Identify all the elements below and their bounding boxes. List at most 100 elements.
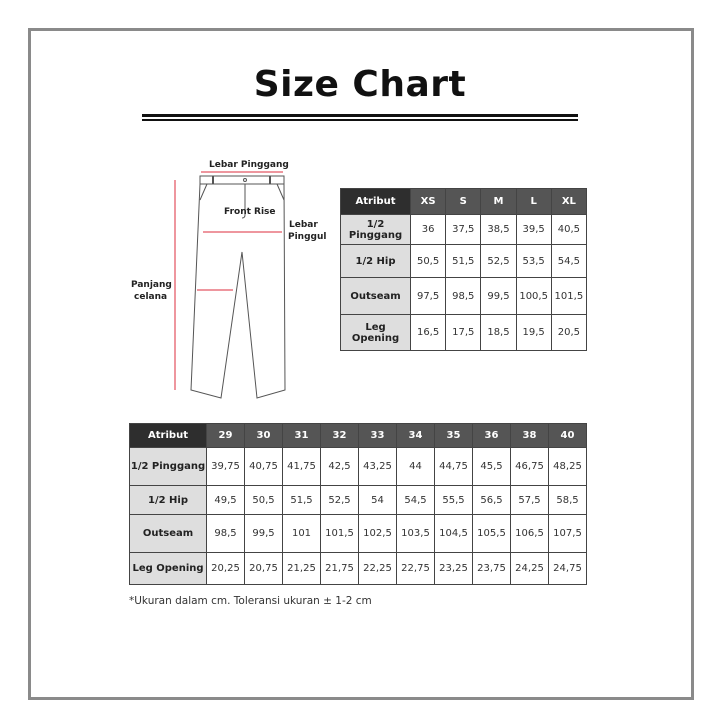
row-label: 1/2 Hip	[340, 244, 411, 278]
page-title: Size Chart	[253, 64, 467, 105]
value-cell: 23,25	[434, 552, 473, 585]
row-label: Outseam	[129, 514, 207, 553]
value-cell: 99,5	[244, 514, 283, 553]
value-cell: 16,5	[409, 314, 447, 351]
value-cell: 97,5	[409, 277, 447, 315]
table-row: 1/2 Hip 49,5 50,5 51,5 52,5 54 54,5 55,5 56,5 57,…	[129, 485, 587, 515]
value-cell: 49,5	[206, 485, 245, 515]
value-cell: 58,5	[548, 485, 587, 515]
value-cell: 20,5	[550, 314, 588, 351]
value-cell: 24,25	[510, 552, 549, 585]
value-cell: 36	[409, 214, 447, 245]
value-cell: 20,75	[244, 552, 283, 585]
value-cell: 57,5	[510, 485, 549, 515]
row-label: 1/2 Hip	[129, 485, 207, 515]
value-cell: 55,5	[434, 485, 473, 515]
value-cell: 43,25	[358, 447, 397, 486]
value-cell: 101	[282, 514, 321, 553]
table-header-row: Atribut XS S M L XL	[340, 188, 588, 215]
header-cell: 35	[434, 423, 473, 448]
value-cell: 19,5	[515, 314, 552, 351]
header-cell: 29	[206, 423, 245, 448]
header-cell: L	[515, 188, 552, 215]
row-label: 1/2 Pinggang	[129, 447, 207, 486]
header-cell: 40	[548, 423, 587, 448]
value-cell: 106,5	[510, 514, 549, 553]
value-cell: 98,5	[206, 514, 245, 553]
value-cell: 50,5	[409, 244, 447, 278]
value-cell: 23,75	[472, 552, 511, 585]
value-cell: 40,75	[244, 447, 283, 486]
length-label-1: Panjang	[131, 280, 172, 290]
table-row: 1/2 Hip 50,5 51,5 52,5 53,5 54,5	[340, 244, 588, 278]
size-table-letter: Atribut XS S M L XL 1/2 Pinggang 36 37,5 38…	[340, 188, 588, 351]
table-row: 1/2 Pinggang 36 37,5 38,5 39,5 40,5	[340, 214, 588, 245]
hip-label-2: Pinggul	[288, 232, 327, 242]
value-cell: 52,5	[320, 485, 359, 515]
front-rise-label: Front Rise	[224, 207, 276, 217]
value-cell: 44,75	[434, 447, 473, 486]
value-cell: 39,5	[515, 214, 552, 245]
value-cell: 40,5	[550, 214, 588, 245]
waist-label: Lebar Pinggang	[209, 160, 289, 170]
value-cell: 18,5	[480, 314, 517, 351]
page-frame	[28, 28, 694, 700]
header-cell: M	[480, 188, 517, 215]
table-row: Outseam 97,5 98,5 99,5 100,5 101,5	[340, 277, 588, 315]
value-cell: 51,5	[445, 244, 482, 278]
header-cell: Atribut	[340, 188, 411, 215]
value-cell: 56,5	[472, 485, 511, 515]
value-cell: 52,5	[480, 244, 517, 278]
value-cell: 107,5	[548, 514, 587, 553]
value-cell: 101,5	[550, 277, 588, 315]
header-cell: S	[445, 188, 482, 215]
value-cell: 22,75	[396, 552, 435, 585]
size-note: *Ukuran dalam cm. Toleransi ukuran ± 1-2…	[129, 595, 372, 607]
value-cell: 39,75	[206, 447, 245, 486]
header-cell: 34	[396, 423, 435, 448]
table-row: 1/2 Pinggang 39,75 40,75 41,75 42,5 43,25 44 44…	[129, 447, 587, 486]
header-cell: 38	[510, 423, 549, 448]
table-row: Leg Opening 16,5 17,5 18,5 19,5 20,5	[340, 314, 588, 351]
header-cell: 31	[282, 423, 321, 448]
value-cell: 20,25	[206, 552, 245, 585]
value-cell: 42,5	[320, 447, 359, 486]
table-row: Leg Opening 20,25 20,75 21,25 21,75 22,25 22,7…	[129, 552, 587, 585]
header-cell: 30	[244, 423, 283, 448]
value-cell: 46,75	[510, 447, 549, 486]
value-cell: 103,5	[396, 514, 435, 553]
value-cell: 45,5	[472, 447, 511, 486]
value-cell: 98,5	[445, 277, 482, 315]
value-cell: 54	[358, 485, 397, 515]
title-divider	[142, 114, 578, 117]
value-cell: 101,5	[320, 514, 359, 553]
header-cell: XS	[409, 188, 447, 215]
value-cell: 100,5	[515, 277, 552, 315]
header-cell: Atribut	[129, 423, 207, 448]
value-cell: 99,5	[480, 277, 517, 315]
table-header-row: Atribut 29 30 31 32 33 34 35 36 38 40	[129, 423, 587, 448]
value-cell: 21,75	[320, 552, 359, 585]
value-cell: 38,5	[480, 214, 517, 245]
value-cell: 102,5	[358, 514, 397, 553]
value-cell: 105,5	[472, 514, 511, 553]
value-cell: 37,5	[445, 214, 482, 245]
title-divider-thin	[142, 119, 578, 121]
header-cell: 32	[320, 423, 359, 448]
size-table-number: Atribut 29 30 31 32 33 34 35 36 38 40 1/2 Pinggang…	[129, 423, 587, 585]
value-cell: 21,25	[282, 552, 321, 585]
value-cell: 51,5	[282, 485, 321, 515]
row-label: Leg Opening	[340, 314, 411, 351]
header-cell: 33	[358, 423, 397, 448]
length-label-2: celana	[134, 292, 168, 302]
header-cell: 36	[472, 423, 511, 448]
value-cell: 44	[396, 447, 435, 486]
value-cell: 50,5	[244, 485, 283, 515]
value-cell: 54,5	[550, 244, 588, 278]
value-cell: 17,5	[445, 314, 482, 351]
value-cell: 104,5	[434, 514, 473, 553]
hip-label-1: Lebar	[289, 220, 318, 230]
header-cell: XL	[550, 188, 588, 215]
value-cell: 22,25	[358, 552, 397, 585]
